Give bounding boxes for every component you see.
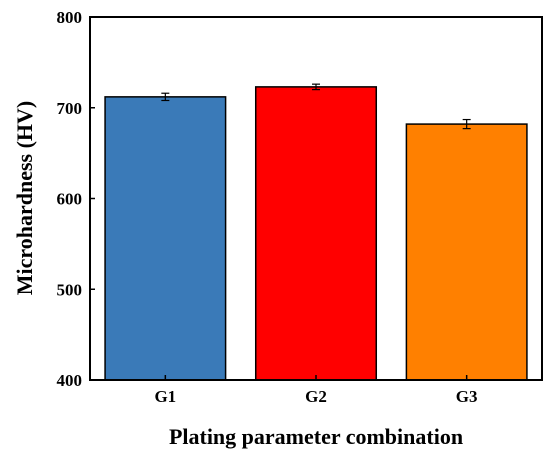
y-tick-label-800: 800 — [57, 8, 83, 27]
bars-group — [104, 86, 528, 381]
y-tick-label-600: 600 — [57, 190, 83, 209]
y-axis: 400 500 600 700 800 — [57, 8, 95, 390]
y-tick-label-400: 400 — [57, 371, 83, 390]
x-axis-title: Plating parameter combination — [169, 424, 463, 449]
error-bar-g2 — [312, 83, 320, 91]
error-bar-g1 — [161, 92, 170, 102]
bar-g2 — [254, 86, 378, 381]
bar-g3 — [405, 123, 528, 381]
y-tick-label-700: 700 — [57, 99, 83, 118]
error-bar-g3 — [462, 118, 471, 130]
bar-g1 — [104, 96, 227, 381]
x-tick-label-g1: G1 — [154, 387, 176, 406]
error-bars-group — [161, 83, 471, 130]
y-axis-title: Microhardness (HV) — [12, 101, 37, 296]
y-tick-label-500: 500 — [57, 280, 83, 299]
x-tick-label-g2: G2 — [305, 387, 327, 406]
x-axis: G1 G2 G3 — [154, 375, 478, 406]
x-tick-label-g3: G3 — [456, 387, 478, 406]
